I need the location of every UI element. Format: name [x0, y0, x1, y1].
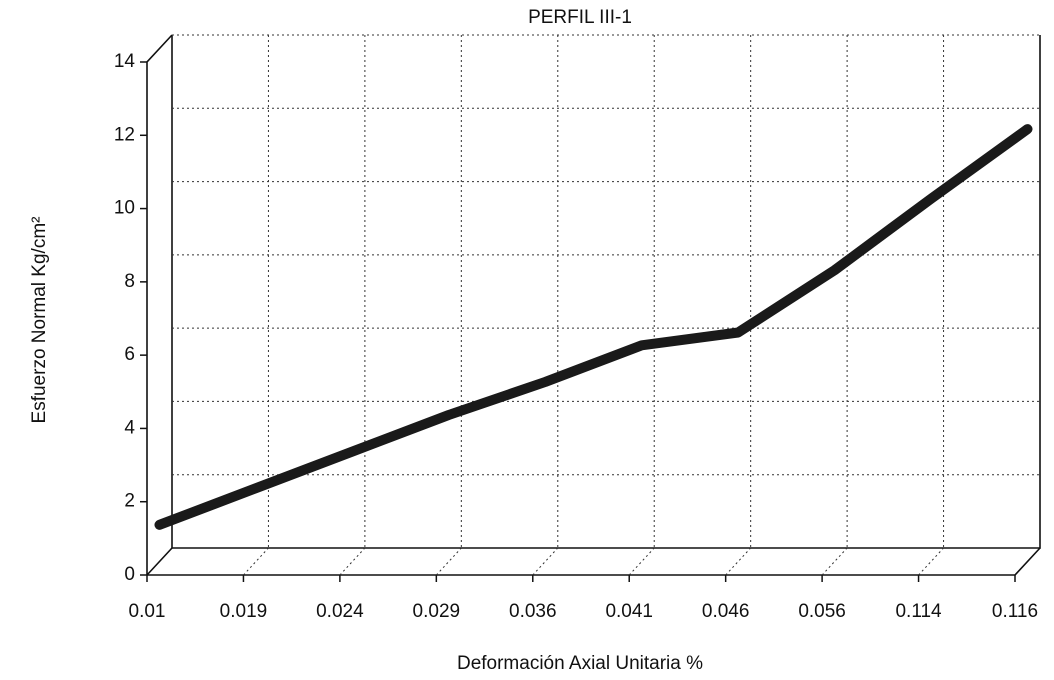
grid-line-floor [435, 547, 462, 576]
data-line [154, 124, 1033, 530]
x-tick-label: 0.041 [605, 601, 653, 622]
grid-line-floor [628, 547, 655, 576]
left-wall [146, 34, 173, 576]
chart-title: PERFIL III-1 [528, 7, 632, 28]
x-tick-label: 0.019 [220, 601, 268, 622]
y-tick-label: 12 [114, 124, 135, 145]
grid-line-floor [339, 547, 366, 576]
x-tick-label: 0.114 [895, 601, 942, 622]
x-tick-label: 0.056 [798, 601, 846, 622]
y-tick-label: 2 [124, 491, 135, 512]
x-axis-label: Deformación Axial Unitaria % [457, 653, 703, 674]
x-tick-label: 0.024 [316, 601, 364, 622]
grid-line-floor [243, 547, 269, 576]
grid-line-floor [918, 547, 944, 576]
y-tick-label: 14 [114, 51, 136, 72]
x-tick-label: 0.01 [129, 601, 166, 622]
y-tick-label: 8 [124, 271, 135, 292]
grid-line-floor [725, 547, 752, 576]
grid-line-floor [532, 547, 559, 576]
floor [147, 547, 1041, 576]
x-tick-label: 0.029 [413, 601, 461, 622]
x-tick-label: 0.116 [992, 601, 1038, 622]
y-tick-label: 10 [114, 198, 135, 219]
x-tick-label: 0.046 [702, 601, 750, 622]
grid-line-floor [821, 547, 848, 576]
y-tick-label: 4 [124, 417, 135, 438]
y-tick-label: 6 [124, 344, 135, 365]
y-tick-label: 0 [124, 564, 135, 585]
y-axis-label: Esfuerzo Normal Kg/cm² [29, 217, 50, 424]
x-tick-label: 0.036 [509, 601, 557, 622]
